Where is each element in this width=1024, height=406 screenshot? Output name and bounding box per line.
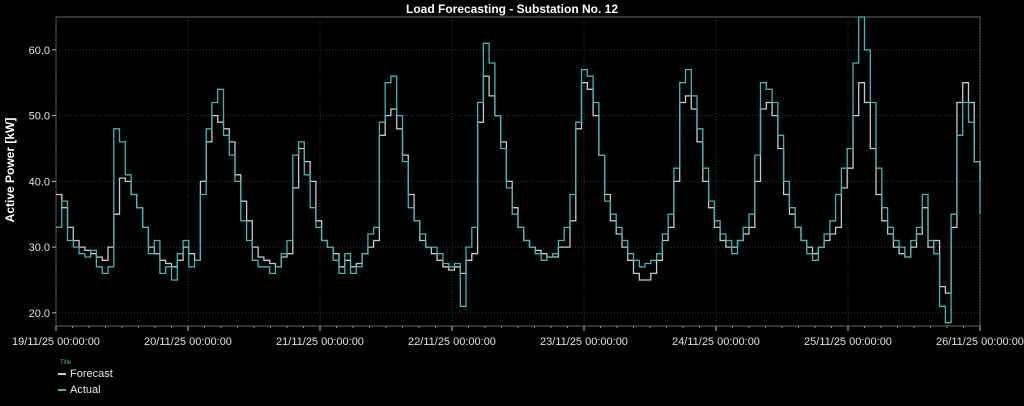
legend-swatch-forecast xyxy=(58,373,66,375)
legend-item-actual: Actual xyxy=(58,382,113,398)
legend-title: Title xyxy=(60,360,72,366)
y-axis-label: Active Power [kW] xyxy=(3,118,17,223)
y-tick-label: 60.0 xyxy=(29,45,50,57)
legend-label-actual: Actual xyxy=(70,384,101,396)
x-tick-label: 23/11/25 00:00:00 xyxy=(540,336,628,348)
x-tick-label: 20/11/25 00:00:00 xyxy=(144,336,232,348)
x-tick-label: 26/11/25 00:00:00 xyxy=(936,336,1024,348)
legend-item-forecast: Forecast xyxy=(58,366,113,382)
x-tick-label: 25/11/25 00:00:00 xyxy=(804,336,892,348)
legend: Title Forecast Actual xyxy=(58,360,113,398)
plot-area: 20.0 30.0 40.0 50.0 60.0 19/11/25 00:00:00 20/… xyxy=(12,16,1024,348)
chart-title: Load Forecasting - Substation No. 12 xyxy=(406,2,618,16)
y-tick-label: 20.0 xyxy=(29,308,50,320)
x-tick-label: 24/11/25 00:00:00 xyxy=(672,336,760,348)
legend-swatch-actual xyxy=(58,389,66,391)
legend-label-forecast: Forecast xyxy=(70,368,113,380)
series-line-actual xyxy=(56,16,981,324)
y-tick-label: 40.0 xyxy=(29,176,50,188)
x-tick-label: 21/11/25 00:00:00 xyxy=(276,336,364,348)
x-tick-label: 22/11/25 00:00:00 xyxy=(408,336,496,348)
y-tick-label: 30.0 xyxy=(29,242,50,254)
x-tick-label: 19/11/25 00:00:00 xyxy=(12,336,100,348)
y-tick-label: 50.0 xyxy=(29,111,50,123)
